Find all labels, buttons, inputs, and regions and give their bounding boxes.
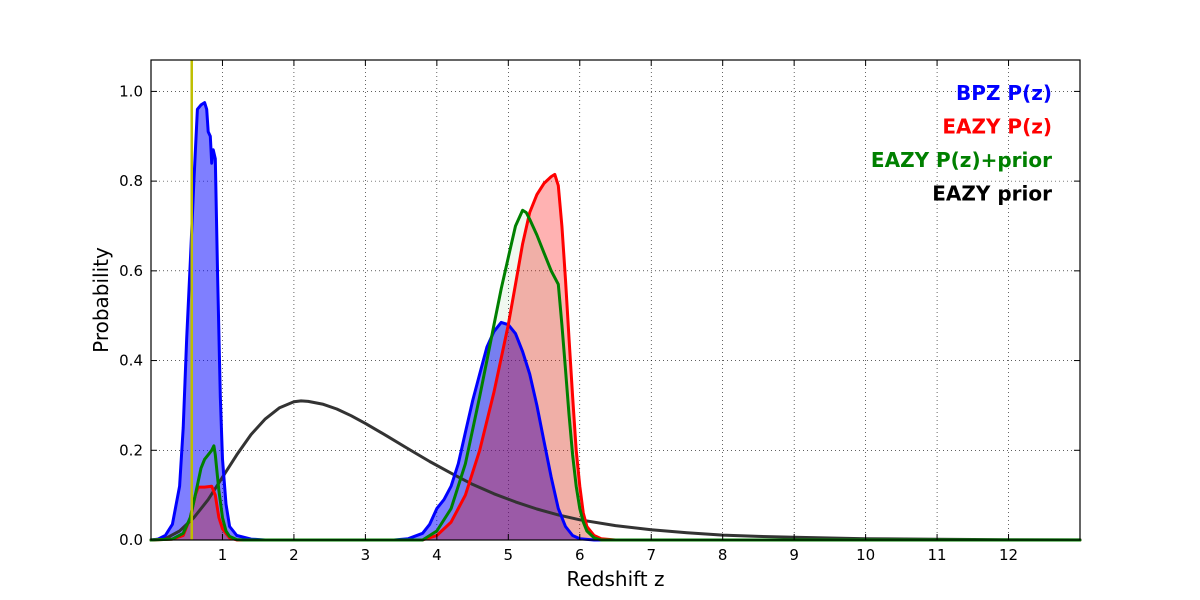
x-tick-label: 4 — [432, 546, 442, 564]
plot-frame — [150, 59, 1081, 541]
y-tick-label: 0.8 — [119, 172, 143, 190]
x-tick-label: 6 — [575, 546, 585, 564]
y-axis-ticks: 0.0 0.2 0.4 0.6 0.8 1.0 — [119, 82, 1080, 549]
x-tick-label: 7 — [646, 546, 656, 564]
x-tick-label: 2 — [289, 546, 299, 564]
y-tick-label: 0.4 — [119, 352, 143, 370]
legend-entry-eazy-p-z-prior: EAZY P(z)+prior — [871, 148, 1052, 172]
plot-background — [151, 60, 1080, 540]
x-tick-label: 10 — [856, 546, 875, 564]
legend-entry-bpz-p-z: BPZ P(z) — [956, 81, 1052, 105]
x-tick-label: 1 — [218, 546, 228, 564]
x-axis-label: Redshift z — [566, 567, 664, 591]
legend-entry-eazy-prior: EAZY prior — [932, 182, 1052, 206]
y-tick-label: 1.0 — [119, 82, 143, 100]
y-tick-label: 0.2 — [119, 441, 143, 459]
legend: BPZ P(z) EAZY P(z) EAZY P(z)+prior EAZY pri… — [871, 81, 1052, 206]
x-axis-ticks: 1 2 3 4 5 6 7 8 9 10 11 12 — [218, 60, 1018, 564]
x-tick-label: 3 — [361, 546, 371, 564]
y-axis-label: Probability — [89, 247, 113, 353]
x-tick-label: 8 — [718, 546, 728, 564]
x-tick-label: 5 — [504, 546, 514, 564]
y-tick-label: 0.6 — [119, 262, 143, 280]
y-tick-label: 0.0 — [119, 531, 143, 549]
series-line-eazy-p-z-prior — [149, 208, 1082, 542]
legend-entry-eazy-p-z: EAZY P(z) — [942, 115, 1052, 139]
series-line-eazy-p-z — [149, 172, 1082, 542]
x-tick-label: 12 — [999, 546, 1018, 564]
x-tick-label: 9 — [789, 546, 799, 564]
x-tick-label: 11 — [928, 546, 947, 564]
